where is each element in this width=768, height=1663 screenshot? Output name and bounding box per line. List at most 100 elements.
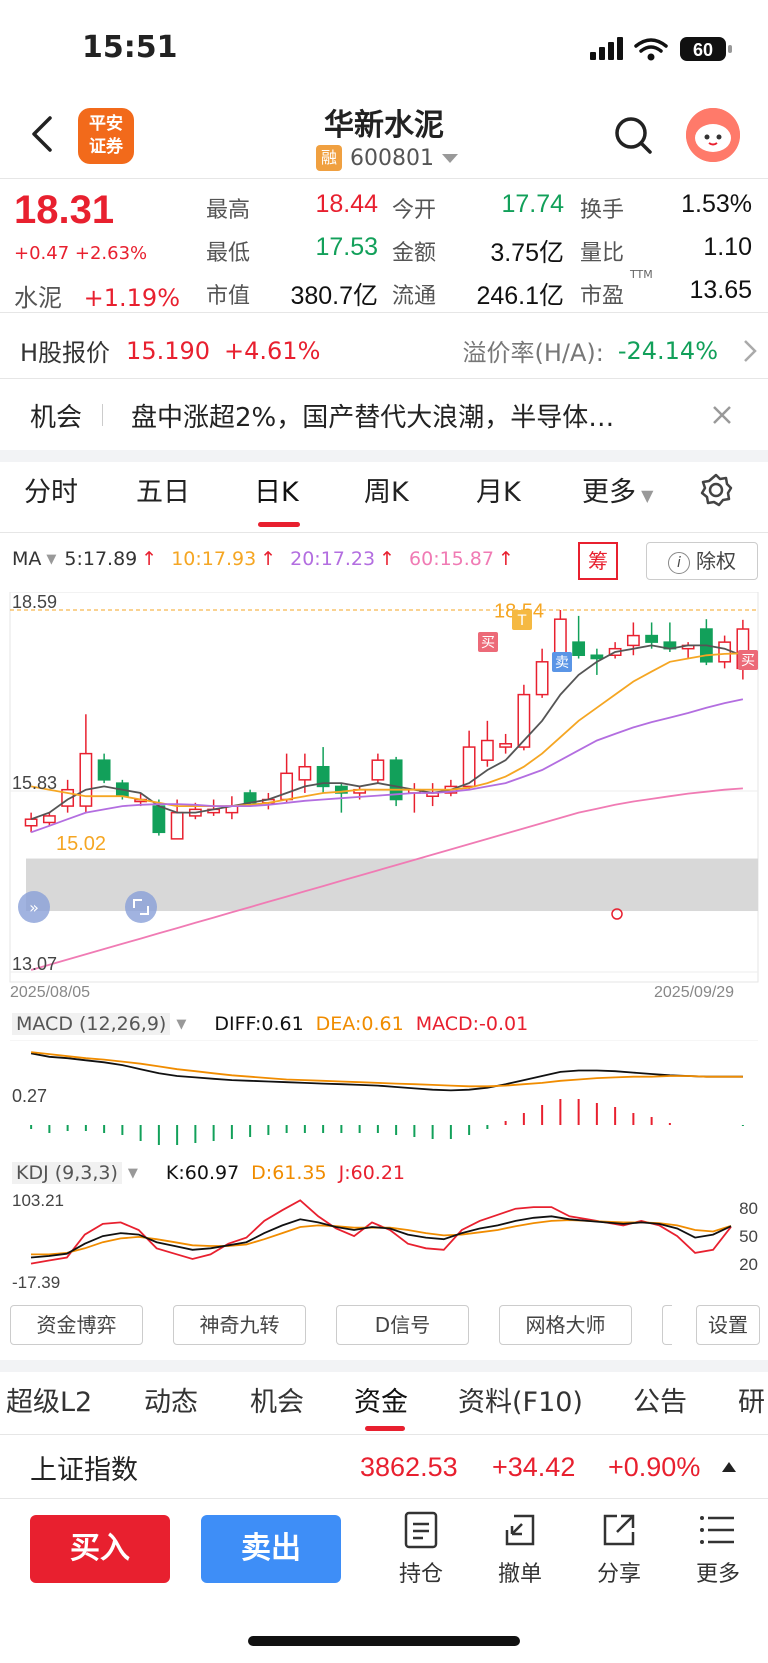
quote-value: 1.53%	[681, 190, 752, 218]
kdj-k: K:60.97	[165, 1162, 240, 1184]
tab-intraday[interactable]: 分时	[24, 477, 78, 508]
tab-research[interactable]: 研	[738, 1387, 765, 1418]
capital-game-button[interactable]: 资金博弈	[10, 1305, 143, 1345]
h-share-row[interactable]: H股报价 15.190 +4.61% 溢价率(H/A): -24.14%	[20, 333, 760, 368]
avatar[interactable]	[686, 108, 740, 162]
candle	[699, 619, 713, 666]
cancel-order-button[interactable]: 撤单	[485, 1510, 555, 1588]
macd-chart[interactable]: 0.27	[0, 1040, 768, 1150]
tab-weekly-k[interactable]: 周K	[364, 477, 409, 508]
search-button[interactable]	[612, 114, 654, 156]
sector[interactable]: 水泥 +1.19%	[14, 278, 180, 313]
candle	[97, 753, 111, 784]
ma-label: MA	[12, 548, 42, 570]
tab-five-day[interactable]: 五日	[136, 477, 190, 508]
macd-legend[interactable]: MACD (12,26,9) ▼ DIFF:0.61 DEA:0.61 MACD…	[12, 1013, 528, 1035]
ma10-line	[30, 652, 743, 807]
dea-line	[31, 1051, 743, 1088]
broker-logo: 平安 证券	[78, 108, 134, 164]
svg-text:买: 买	[481, 635, 495, 651]
chart-period-tabs: 分时 五日 日K 周K 月K 更多 ▼	[0, 470, 768, 530]
divider	[102, 404, 104, 426]
sell-button[interactable]: 卖出	[201, 1515, 341, 1583]
tab-daily-k[interactable]: 日K	[254, 477, 299, 508]
tab-level2[interactable]: 超级L2	[6, 1387, 93, 1418]
candle	[426, 783, 440, 807]
svg-text:60: 60	[693, 40, 713, 60]
signal-icon	[590, 37, 623, 60]
share-icon	[603, 1514, 635, 1546]
tools-settings-button[interactable]: 设置	[696, 1305, 760, 1345]
tab-announcements[interactable]: 公告	[633, 1387, 687, 1418]
kdj-axis-top: 103.21	[12, 1191, 64, 1210]
tab-opportunity[interactable]: 机会	[250, 1387, 304, 1418]
ma60-value: 60:15.87	[409, 548, 494, 570]
kdj-name: KDJ (9,3,3)	[12, 1162, 122, 1184]
kdj-j: J:60.21	[338, 1162, 406, 1184]
candle	[79, 714, 93, 813]
quote-value: 17.53	[315, 233, 378, 261]
stock-code: 600801	[350, 145, 434, 171]
tab-news[interactable]: 动态	[144, 1387, 198, 1418]
chip-distribution-button[interactable]: 筹	[578, 542, 618, 580]
share-button[interactable]: 分享	[584, 1510, 654, 1588]
h-share-label: H股报价	[20, 339, 111, 367]
positions-button[interactable]: 持仓	[386, 1510, 456, 1588]
opportunity-text: 盘中涨超2%，国产替代大浪潮，半导体…	[131, 402, 615, 433]
candle	[572, 615, 586, 659]
index-ticker[interactable]: 上证指数 3862.53 +34.42 +0.90%	[0, 1436, 768, 1498]
candle	[371, 753, 385, 784]
collapse-panel-icon: »	[18, 891, 50, 923]
kdj-axis-bottom: -17.39	[12, 1273, 60, 1290]
caret-down-icon: ▼	[46, 551, 57, 567]
opportunity-bar[interactable]: 机会 盘中涨超2%，国产替代大浪潮，半导体…	[0, 380, 768, 450]
quote-label: 金额	[392, 241, 437, 266]
tab-f10[interactable]: 资料(F10)	[458, 1387, 583, 1418]
quote-label: 换手	[580, 198, 625, 223]
quote-label: 市值	[206, 284, 251, 309]
quote-value: 13.65	[689, 276, 752, 304]
macd-name: MACD (12,26,9)	[12, 1013, 171, 1035]
tab-monthly-k[interactable]: 月K	[476, 477, 521, 508]
settings-gear-icon[interactable]	[698, 472, 734, 508]
stock-code-selector[interactable]: 融 600801	[316, 145, 460, 171]
caret-down-icon	[441, 154, 458, 163]
ex-rights-button[interactable]: i 除权	[646, 542, 758, 580]
section-gap	[0, 450, 768, 462]
candle	[280, 753, 294, 803]
candlestick-chart[interactable]: 18.5915.8313.0715.0218.542025/08/052025/…	[0, 592, 768, 1002]
close-icon[interactable]	[710, 403, 734, 427]
h-share-change: +4.61%	[224, 336, 321, 365]
kdj-chart[interactable]: 103.21 -17.39 80 50 20	[0, 1190, 768, 1290]
kdj-legend[interactable]: KDJ (9,3,3) ▼ K:60.97 D:61.35 J:60.21	[12, 1162, 405, 1184]
ma-legend[interactable]: MA ▼ 5:17.89 ↑ 10:17.93 ↑ 20:17.23 ↑ 60:15.…	[12, 548, 514, 570]
candle	[42, 812, 56, 826]
undo-icon	[505, 1514, 535, 1546]
y-label-bottom: 13.07	[12, 954, 57, 974]
quote-value: 380.7亿	[290, 282, 378, 310]
magic-nine-button[interactable]: 神奇九转	[173, 1305, 306, 1345]
candle	[608, 642, 622, 659]
tab-more[interactable]: 更多 ▼	[582, 477, 654, 508]
more-button[interactable]: 更多	[683, 1510, 753, 1588]
diff-line	[30, 1052, 743, 1092]
ma10-value: 10:17.93	[171, 548, 257, 570]
buy-button[interactable]: 买入	[30, 1515, 170, 1583]
grid-master-button[interactable]: 网格大师	[499, 1305, 632, 1345]
back-button[interactable]	[22, 112, 62, 156]
index-change: +34.42	[492, 1451, 576, 1482]
svg-text:T: T	[517, 613, 527, 629]
price-change: +0.47 +2.63%	[14, 243, 148, 264]
kdj-ref-50: 50	[739, 1227, 758, 1246]
svg-text:卖: 卖	[555, 655, 569, 671]
quote-value: 18.44	[315, 190, 378, 218]
candle	[462, 730, 476, 790]
info-tabs: 超级L2 动态 机会 资金 资料(F10) 公告 研	[0, 1380, 768, 1436]
index-pct: +0.90%	[608, 1451, 701, 1482]
d-signal-button[interactable]: D信号	[336, 1305, 469, 1345]
tab-capital[interactable]: 资金	[354, 1387, 408, 1418]
search-icon	[615, 117, 652, 154]
status-icons: 60	[590, 34, 740, 64]
candle	[645, 622, 659, 649]
index-name: 上证指数	[30, 1454, 138, 1486]
